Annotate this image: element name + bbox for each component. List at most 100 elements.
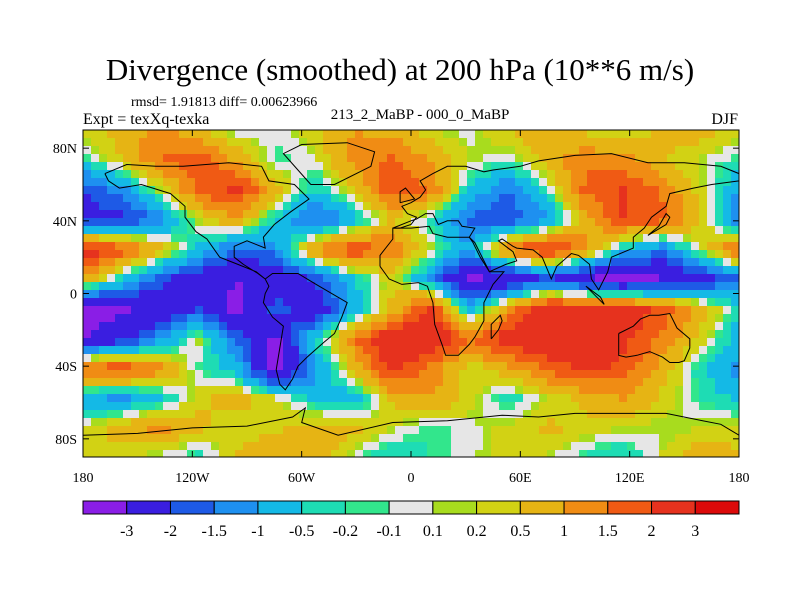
field-cell [707,178,716,187]
field-cell [395,330,404,339]
field-cell [195,338,204,347]
field-cell [467,162,476,171]
field-cell [155,426,164,435]
field-cell [411,346,420,355]
field-cell [315,274,324,283]
field-cell [475,154,484,163]
field-cell [691,154,700,163]
field-cell [419,250,428,259]
field-cell [299,322,308,331]
field-cell [595,234,604,243]
field-cell [731,170,739,179]
field-cell [395,266,404,275]
field-cell [499,314,508,323]
field-cell [315,266,324,275]
field-cell [667,210,676,219]
field-cell [411,410,420,419]
field-cell [483,370,492,379]
field-cell [179,450,188,457]
field-cell [675,290,684,299]
field-cell [171,290,180,299]
field-cell [203,314,212,323]
field-cell [531,226,540,235]
field-cell [267,354,276,363]
field-cell [179,386,188,395]
field-cell [155,346,164,355]
field-cell [507,386,516,395]
field-cell [387,410,396,419]
field-cell [531,290,540,299]
field-cell [419,218,428,227]
field-cell [363,186,372,195]
field-cell [235,378,244,387]
field-cell [667,186,676,195]
field-cell [523,130,532,139]
field-cell [667,250,676,259]
field-cell [403,434,412,443]
field-cell [219,170,228,179]
field-cell [251,314,260,323]
field-cell [731,258,739,267]
field-cell [139,346,148,355]
field-cell [243,298,252,307]
field-cell [651,346,660,355]
field-cell [659,266,668,275]
field-cell [467,306,476,315]
field-cell [363,242,372,251]
field-cell [331,450,340,457]
field-cell [531,418,540,427]
field-cell [187,330,196,339]
field-cell [587,346,596,355]
field-cell [347,242,356,251]
field-cell [315,386,324,395]
field-cell [651,130,660,139]
field-cell [323,210,332,219]
field-cell [579,402,588,411]
field-cell [107,346,116,355]
field-cell [323,338,332,347]
field-cell [211,274,220,283]
field-cell [539,370,548,379]
field-cell [595,418,604,427]
field-cell [203,146,212,155]
field-cell [571,338,580,347]
field-cell [715,450,724,457]
field-cell [259,330,268,339]
field-cell [571,226,580,235]
field-cell [219,378,228,387]
field-cell [99,210,108,219]
field-cell [531,434,540,443]
field-cell [291,362,300,371]
field-cell [163,210,172,219]
field-cell [723,130,732,139]
field-cell [243,154,252,163]
field-cell [691,218,700,227]
field-cell [491,410,500,419]
field-cell [475,266,484,275]
field-cell [363,346,372,355]
field-cell [91,282,100,291]
field-cell [267,226,276,235]
field-cell [731,330,739,339]
field-cell [227,154,236,163]
field-cell [571,186,580,195]
field-cell [139,218,148,227]
field-cell [251,426,260,435]
field-cell [699,386,708,395]
field-cell [451,234,460,243]
field-cell [371,218,380,227]
field-cell [227,218,236,227]
field-cell [731,146,739,155]
field-cell [619,314,628,323]
field-cell [403,402,412,411]
field-cell [667,426,676,435]
field-cell [483,282,492,291]
field-cell [675,194,684,203]
field-cell [587,250,596,259]
field-cell [611,418,620,427]
field-cell [299,242,308,251]
field-cell [139,426,148,435]
field-cell [307,290,316,299]
field-cell [131,378,140,387]
field-cell [683,442,692,451]
